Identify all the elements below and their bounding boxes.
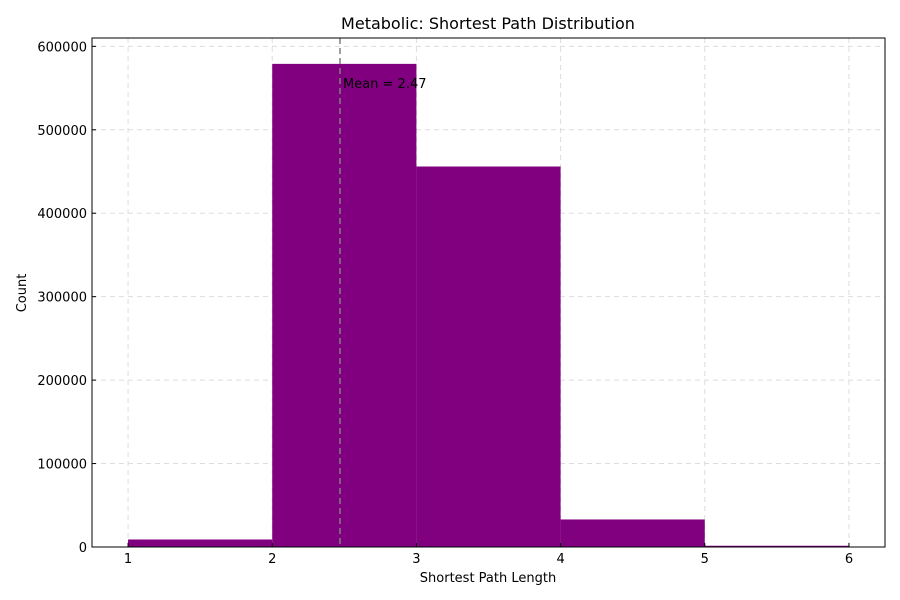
x-tick-label: 6 [845,552,853,567]
x-axis-ticks: 1 2 3 4 5 6 [124,543,853,567]
mean-label: Mean = 2.47 [343,77,427,92]
x-tick-label: 5 [701,552,709,567]
bar [272,63,417,547]
chart-title: Metabolic: Shortest Path Distribution [341,14,635,33]
x-axis-title: Shortest Path Length [420,571,556,586]
y-tick-label: 400000 [37,207,87,222]
y-tick-label: 200000 [37,374,87,389]
y-tick-label: 300000 [37,291,87,306]
x-tick-label: 4 [556,552,564,567]
y-axis-ticks: 0 100000 200000 300000 400000 500000 600000 [37,40,96,556]
bars [128,63,849,547]
bar [704,545,849,547]
y-axis-title: Count [15,274,30,313]
plot-frame [91,37,886,548]
x-tick-label: 3 [412,552,420,567]
y-tick-label: 100000 [37,458,87,473]
x-tick-label: 2 [268,552,276,567]
bar [128,539,273,547]
y-tick-label: 500000 [37,124,87,139]
y-tick-label: 0 [79,541,87,556]
bar [560,519,705,547]
x-tick-label: 1 [124,552,132,567]
y-tick-label: 600000 [37,40,87,55]
mean-indicator: Mean = 2.47 [339,38,427,547]
bar [416,166,561,547]
